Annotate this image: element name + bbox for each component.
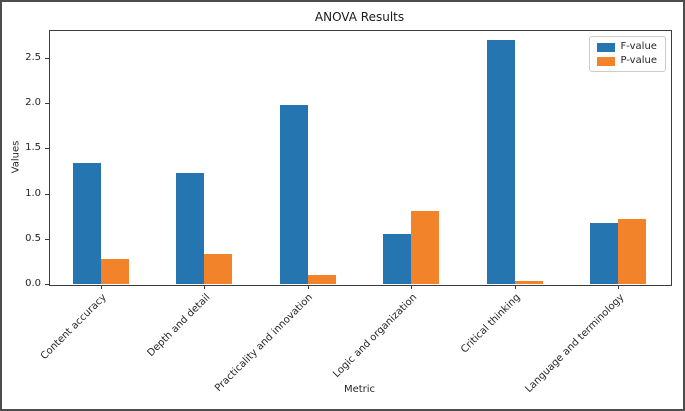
legend-swatch-icon [596, 56, 615, 66]
bar-f-value-2 [280, 105, 308, 284]
x-tick-label: Language and terminology [523, 292, 627, 396]
bar-p-value-4 [515, 281, 543, 284]
y-tick-label: 1.0 [25, 187, 41, 199]
legend-item-p-value: P-value [596, 55, 657, 66]
x-tick-mark [514, 285, 516, 289]
x-tick-mark [618, 285, 620, 289]
bar-p-value-0 [101, 259, 129, 284]
y-tick-mark [45, 148, 49, 150]
legend: F-value P-value [588, 36, 666, 72]
legend-label: P-value [620, 55, 657, 66]
bar-f-value-4 [487, 40, 515, 284]
y-tick-mark [45, 193, 49, 195]
legend-label: F-value [620, 41, 657, 52]
bar-p-value-2 [308, 275, 336, 284]
x-tick-label: Practicality and innovation [213, 292, 316, 395]
y-tick-label: 0.0 [25, 278, 41, 289]
y-tick-label: 0.5 [25, 232, 41, 244]
x-tick-mark [411, 285, 413, 289]
y-tick-mark [45, 238, 49, 240]
y-tick-mark [45, 58, 49, 60]
y-tick-label: 2.0 [25, 97, 41, 109]
legend-swatch-icon [596, 42, 615, 52]
bar-f-value-0 [73, 163, 101, 284]
x-tick-label: Logic and organization [330, 292, 420, 381]
x-tick-label: Depth and detail [145, 292, 213, 359]
bar-f-value-1 [176, 173, 204, 284]
y-tick-label: 2.5 [25, 52, 41, 64]
chart-title: ANOVA Results [314, 10, 405, 24]
x-tick-mark [100, 285, 102, 289]
y-tick-label: 1.5 [25, 142, 41, 154]
bar-f-value-3 [383, 234, 411, 284]
plot-area: F-value P-value [49, 30, 672, 286]
x-tick-mark [204, 285, 206, 289]
bar-f-value-5 [590, 223, 618, 284]
y-tick-mark [45, 103, 49, 105]
x-tick-mark [307, 285, 309, 289]
x-tick-label: Critical thinking [459, 292, 523, 356]
y-tick-mark [45, 284, 49, 285]
legend-item-f-value: F-value [596, 41, 657, 52]
x-tick-label: Content accuracy [38, 292, 109, 363]
bar-p-value-5 [618, 219, 646, 284]
bar-p-value-3 [411, 211, 439, 284]
bar-p-value-1 [204, 254, 232, 284]
x-axis-label: Metric [343, 384, 376, 395]
